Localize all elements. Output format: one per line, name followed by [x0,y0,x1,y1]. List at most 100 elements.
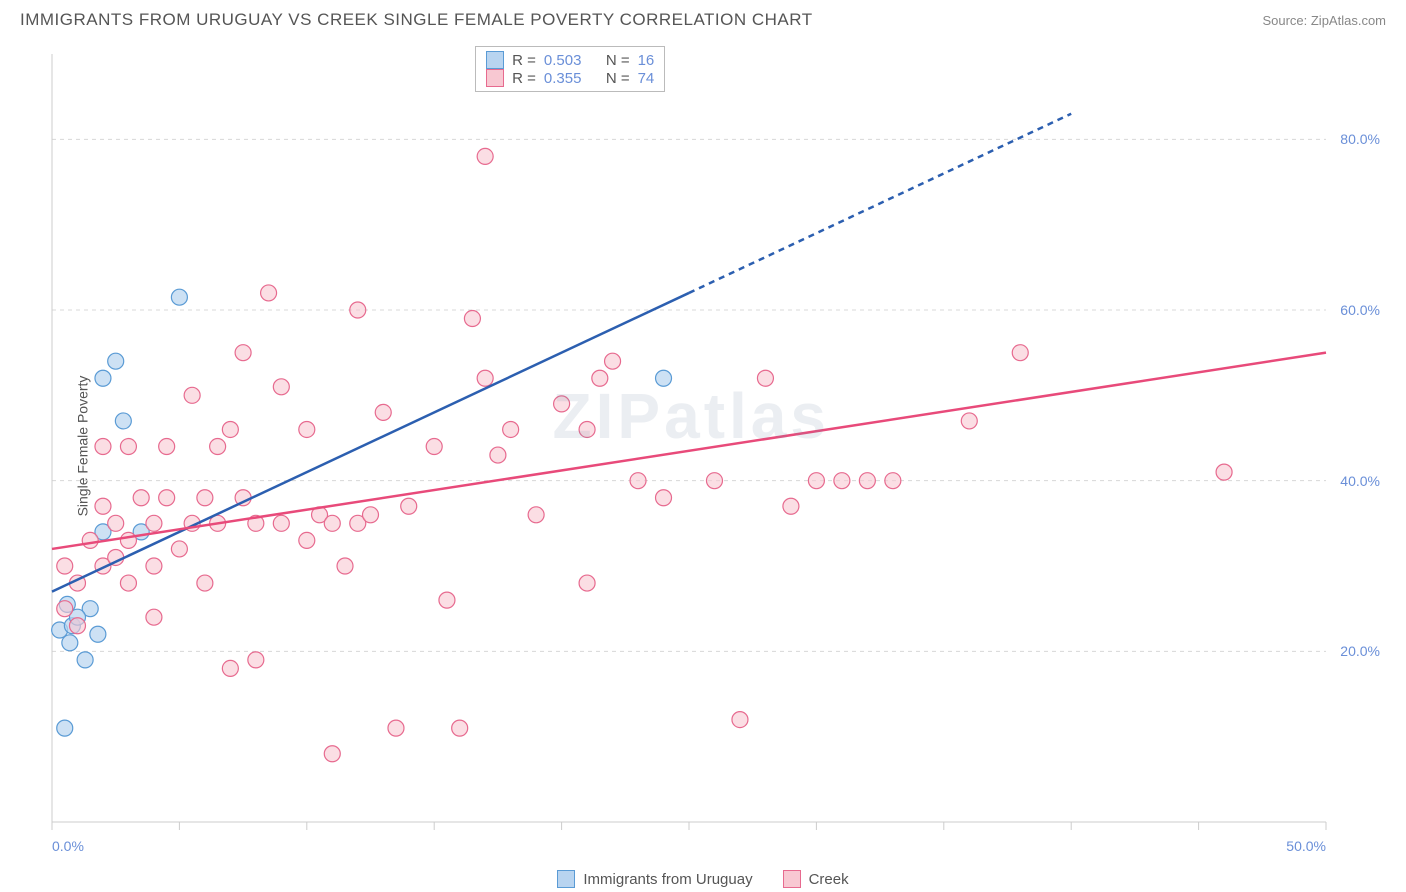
data-point [656,490,672,506]
data-point [146,558,162,574]
y-tick-label: 60.0% [1340,302,1380,318]
data-point [159,439,175,455]
trend-line-extrapolated [689,114,1071,293]
data-point [477,370,493,386]
legend-label: Immigrants from Uruguay [583,871,752,888]
data-point [108,353,124,369]
data-point [57,720,73,736]
stats-legend-row: R =0.355 N =74 [486,69,654,87]
data-point [77,652,93,668]
data-point [222,421,238,437]
legend-swatch [486,51,504,69]
data-point [184,387,200,403]
legend-swatch [557,870,575,888]
data-point [273,379,289,395]
data-point [115,413,131,429]
data-point [592,370,608,386]
data-point [605,353,621,369]
n-label: N = [606,70,630,87]
data-point [439,592,455,608]
data-point [808,473,824,489]
data-point [528,507,544,523]
plot-area: 20.0%40.0%60.0%80.0%0.0%50.0% ZIPatlas R… [50,44,1386,852]
data-point [783,498,799,514]
data-point [834,473,850,489]
data-point [197,575,213,591]
data-point [388,720,404,736]
n-label: N = [606,52,630,69]
legend-item: Immigrants from Uruguay [557,870,752,888]
data-point [1216,464,1232,480]
x-tick-label: 0.0% [52,838,84,854]
y-tick-label: 80.0% [1340,131,1380,147]
data-point [324,515,340,531]
legend-label: Creek [809,871,849,888]
data-point [490,447,506,463]
data-point [452,720,468,736]
scatter-chart [50,44,1386,852]
data-point [69,618,85,634]
data-point [62,635,78,651]
data-point [133,490,149,506]
data-point [579,575,595,591]
data-point [159,490,175,506]
data-point [248,652,264,668]
data-point [299,532,315,548]
data-point [197,490,213,506]
data-point [375,404,391,420]
data-point [95,370,111,386]
data-point [235,345,251,361]
data-point [120,439,136,455]
data-point [630,473,646,489]
chart-title: IMMIGRANTS FROM URUGUAY VS CREEK SINGLE … [20,10,813,30]
data-point [95,498,111,514]
r-value: 0.355 [544,70,582,87]
data-point [108,515,124,531]
trend-line [52,293,689,592]
data-point [350,302,366,318]
stats-legend-row: R = 0.503 N = 16 [486,51,654,69]
data-point [656,370,672,386]
data-point [222,660,238,676]
data-point [337,558,353,574]
header: IMMIGRANTS FROM URUGUAY VS CREEK SINGLE … [0,0,1406,36]
legend-swatch [783,870,801,888]
data-point [120,532,136,548]
data-point [171,289,187,305]
r-label: R = [512,70,536,87]
data-point [464,311,480,327]
data-point [273,515,289,531]
data-point [885,473,901,489]
data-point [146,609,162,625]
data-point [757,370,773,386]
data-point [120,575,136,591]
data-point [324,746,340,762]
data-point [554,396,570,412]
data-point [210,439,226,455]
data-point [401,498,417,514]
data-point [57,601,73,617]
data-point [299,421,315,437]
data-point [426,439,442,455]
data-point [171,541,187,557]
x-tick-label: 50.0% [1286,838,1326,854]
data-point [477,148,493,164]
data-point [261,285,277,301]
data-point [82,532,98,548]
data-point [732,712,748,728]
trend-line [52,353,1326,549]
data-point [90,626,106,642]
data-point [859,473,875,489]
stats-legend-box: R =0.503 N =16R =0.355 N =74 [475,46,665,92]
y-tick-label: 20.0% [1340,643,1380,659]
legend-item: Creek [783,870,849,888]
data-point [706,473,722,489]
r-label: R = [512,52,536,69]
n-value: 16 [638,52,655,69]
data-point [961,413,977,429]
legend-swatch [486,69,504,87]
data-point [503,421,519,437]
data-point [146,515,162,531]
data-point [579,421,595,437]
r-value: 0.503 [544,52,582,69]
